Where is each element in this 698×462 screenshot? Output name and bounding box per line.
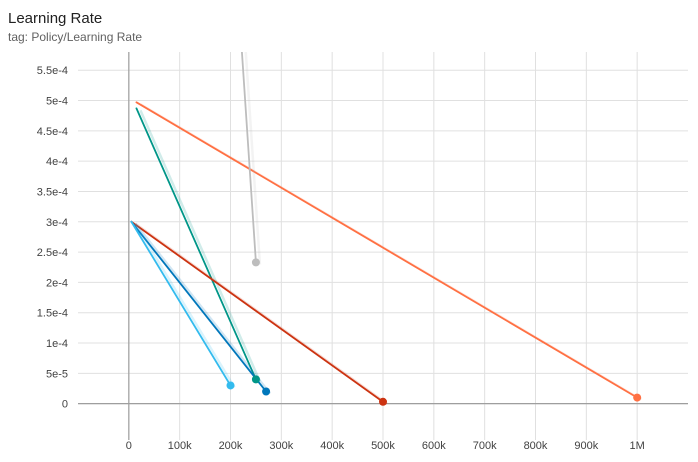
x-tick-label: 300k (269, 440, 293, 452)
series-shadow-line (244, 52, 262, 265)
series-line[interactable] (135, 107, 257, 381)
x-tick-labels: 0 100k 200k 300k 400k 500k 600k 700k 800k 900k 1M (126, 440, 645, 452)
series-line[interactable] (130, 220, 384, 403)
y-tick-label: 4e-4 (46, 156, 68, 168)
y-tick-label: 2.5e-4 (37, 247, 68, 259)
series-shadow-line (134, 222, 272, 395)
x-tick-label: 800k (524, 440, 548, 452)
marker-layer (226, 258, 642, 406)
chart-title: Learning Rate (8, 10, 103, 27)
series-end-point[interactable] (262, 387, 271, 396)
y-tick-label: 0 (62, 399, 68, 411)
series-shadow-line (139, 109, 262, 382)
y-tick-labels: 0 5e-5 1e-4 1.5e-4 2e-4 2.5e-4 3e-4 3.5e-4 4e-4 4… (37, 65, 68, 410)
y-tick-label: 3.5e-4 (37, 186, 68, 198)
series-end-point[interactable] (633, 393, 642, 402)
series-line[interactable] (130, 220, 232, 387)
chart-tag: tag: Policy/Learning Rate (8, 30, 143, 44)
y-tick-label: 3e-4 (46, 217, 68, 229)
x-tick-label: 400k (320, 440, 344, 452)
series-line[interactable] (135, 101, 639, 399)
series-line[interactable] (233, 0, 257, 264)
y-tick-label: 5e-4 (46, 96, 68, 108)
y-tick-label: 1e-4 (46, 338, 68, 350)
y-tick-label: 5e-5 (46, 368, 68, 380)
y-tick-label: 1.5e-4 (37, 308, 68, 320)
series-end-point[interactable] (251, 258, 260, 267)
series-end-point[interactable] (226, 381, 235, 390)
y-tick-label: 5.5e-4 (37, 65, 68, 77)
x-tick-label: 500k (371, 440, 395, 452)
grid (78, 52, 688, 440)
y-tick-label: 2e-4 (46, 277, 68, 289)
x-tick-label: 0 (126, 440, 132, 452)
x-tick-label: 200k (219, 440, 243, 452)
series-layer (130, 0, 642, 405)
series-line[interactable] (130, 220, 267, 393)
x-tick-label: 900k (574, 440, 598, 452)
series-end-point[interactable] (251, 375, 260, 384)
x-tick-label: 600k (422, 440, 446, 452)
x-tick-label: 1M (630, 440, 645, 452)
series-end-point[interactable] (379, 397, 387, 406)
x-tick-label: 100k (168, 440, 192, 452)
series-shadow-line (134, 223, 236, 389)
x-tick-label: 700k (473, 440, 497, 452)
y-tick-label: 4.5e-4 (37, 126, 68, 138)
